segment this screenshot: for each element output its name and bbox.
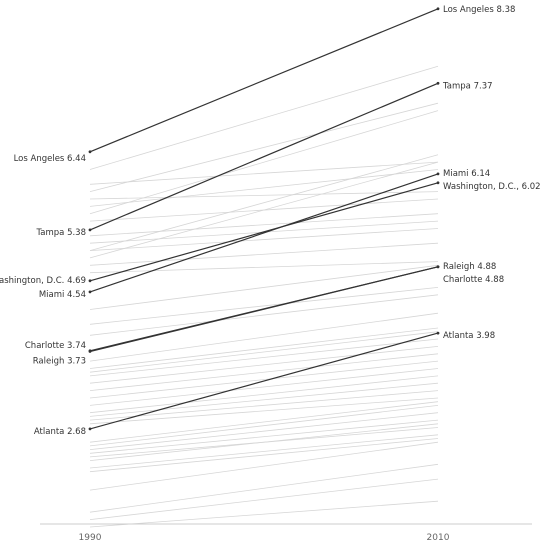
background-series-line bbox=[89, 154, 439, 251]
label-raleigh-1990: Raleigh 3.73 bbox=[33, 357, 86, 367]
background-series-line bbox=[89, 191, 439, 200]
background-series-line bbox=[89, 331, 439, 373]
background-series-line bbox=[89, 327, 439, 369]
label-los-angeles-1990: Los Angeles 6.44 bbox=[14, 154, 86, 164]
background-series-group bbox=[89, 65, 439, 528]
point-raleigh-2010 bbox=[436, 265, 440, 269]
label-raleigh-2010: Raleigh 4.88 bbox=[443, 262, 496, 272]
background-series-line bbox=[89, 294, 439, 336]
background-series-line bbox=[89, 242, 439, 266]
label-los-angeles-2010: Los Angeles 8.38 bbox=[443, 5, 515, 15]
point-washington-d-c-2010 bbox=[436, 181, 440, 185]
background-series-line bbox=[89, 287, 439, 325]
x-tick-label-1990: 1990 bbox=[79, 533, 102, 543]
label-atlanta-1990: Atlanta 2.68 bbox=[34, 427, 86, 437]
point-raleigh-1990 bbox=[88, 350, 92, 353]
x-tick-label-2010: 2010 bbox=[427, 533, 450, 543]
background-series-line bbox=[89, 110, 439, 215]
label-washington-d-c-1990: Washington, D.C. 4.69 bbox=[0, 276, 86, 286]
background-series-line bbox=[89, 198, 439, 222]
label-miami-2010: Miami 6.14 bbox=[443, 169, 490, 179]
background-series-line bbox=[89, 382, 439, 417]
series-line-atlanta bbox=[89, 332, 439, 430]
label-miami-1990: Miami 4.54 bbox=[39, 290, 86, 300]
point-los-angeles-2010 bbox=[436, 7, 440, 11]
label-charlotte-2010: Charlotte 4.88 bbox=[443, 275, 504, 285]
background-series-line bbox=[89, 478, 439, 520]
background-series-line bbox=[89, 360, 439, 399]
background-series-line bbox=[89, 346, 439, 384]
background-series-line bbox=[89, 368, 439, 406]
highlight-labels-group: Los Angeles 6.44 Los Angeles 8.38 Tampa 5.… bbox=[0, 5, 541, 437]
series-line-miami bbox=[89, 173, 439, 293]
background-series-line bbox=[89, 390, 439, 421]
point-tampa-1990 bbox=[88, 228, 92, 232]
background-series-line bbox=[89, 423, 439, 461]
background-series-line bbox=[89, 102, 439, 192]
background-series-line bbox=[89, 213, 439, 237]
background-series-line bbox=[89, 500, 439, 528]
point-miami-2010 bbox=[436, 172, 440, 176]
highlight-series-group bbox=[88, 7, 440, 431]
point-miami-1990 bbox=[88, 290, 92, 294]
background-series-line bbox=[89, 228, 439, 251]
background-series-line bbox=[89, 463, 439, 513]
background-series-line bbox=[89, 375, 439, 414]
label-washington-d-c-2010: Washington, D.C., 6.02 bbox=[443, 182, 541, 192]
series-line-tampa bbox=[89, 82, 439, 231]
background-series-line bbox=[89, 412, 439, 450]
background-series-line bbox=[89, 264, 439, 310]
background-series-line bbox=[89, 438, 439, 473]
point-los-angeles-1990 bbox=[88, 150, 92, 154]
point-tampa-2010 bbox=[436, 81, 440, 85]
background-series-line bbox=[89, 161, 439, 185]
point-washington-d-c-1990 bbox=[88, 279, 92, 283]
background-series-line bbox=[89, 353, 439, 391]
background-series-line bbox=[89, 338, 439, 377]
series-line-los-angeles bbox=[89, 8, 439, 153]
series-line-raleigh bbox=[89, 266, 439, 353]
point-atlanta-1990 bbox=[88, 427, 92, 431]
background-series-line bbox=[89, 169, 439, 207]
background-series-line bbox=[89, 401, 439, 443]
background-series-line bbox=[89, 419, 439, 454]
background-series-line bbox=[89, 397, 439, 425]
series-line-washington-d-c bbox=[89, 182, 439, 282]
label-tampa-1990: Tampa 5.38 bbox=[35, 228, 86, 238]
label-charlotte-1990: Charlotte 3.74 bbox=[25, 341, 86, 351]
background-series-line bbox=[89, 441, 439, 491]
background-series-line bbox=[89, 434, 439, 469]
background-series-line bbox=[89, 261, 439, 274]
label-atlanta-2010: Atlanta 3.98 bbox=[443, 331, 495, 341]
point-atlanta-2010 bbox=[436, 331, 440, 335]
label-tampa-2010: Tampa 7.37 bbox=[442, 81, 493, 91]
background-series-line bbox=[89, 65, 439, 170]
background-series-line bbox=[89, 312, 439, 362]
background-series-line bbox=[89, 405, 439, 447]
